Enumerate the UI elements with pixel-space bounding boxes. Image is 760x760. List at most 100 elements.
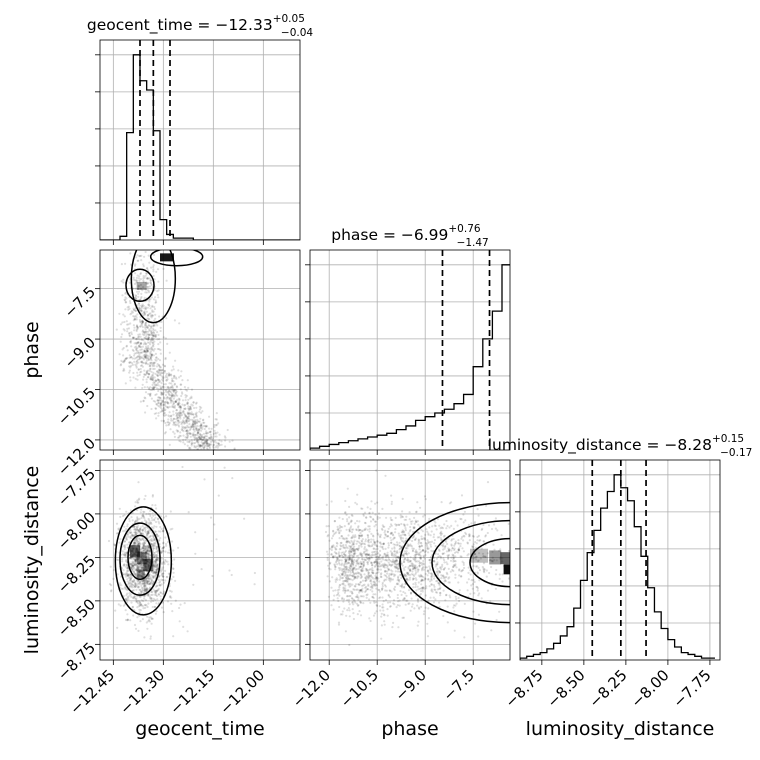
phase-vs-geocent-time-panel-sample-point: [146, 326, 149, 329]
lumdist-vs-phase-panel-sample-point: [403, 586, 406, 589]
lumdist-vs-geocent-time-panel-sample-point: [146, 581, 149, 584]
lumdist-vs-phase-panel-sample-point: [330, 553, 333, 556]
lumdist-vs-phase-panel-sample-point: [477, 594, 480, 597]
lumdist-vs-geocent-time-panel-ytick-label: −8.25: [54, 552, 99, 597]
lumdist-vs-phase-panel-sample-point: [422, 515, 425, 518]
lumdist-vs-geocent-time-panel-sample-point: [134, 558, 137, 561]
lumdist-vs-geocent-time-panel-sample-point: [145, 587, 148, 590]
phase-vs-geocent-time-panel-sample-point: [150, 354, 153, 357]
phase-vs-geocent-time-panel-sample-point: [147, 289, 150, 292]
lumdist-vs-geocent-time-panel-sample-point: [123, 553, 126, 556]
lumdist-vs-geocent-time-panel-sample-point: [137, 562, 140, 565]
geocent-time-histogram-step-line: [100, 54, 300, 240]
lumdist-vs-phase-panel-sample-point: [348, 530, 351, 533]
phase-vs-geocent-time-panel-sample-point: [132, 307, 135, 310]
phase-vs-geocent-time-panel-sample-point: [192, 428, 195, 431]
lumdist-vs-geocent-time-panel-sample-point: [155, 558, 158, 561]
phase-vs-geocent-time-panel-sample-point: [133, 264, 136, 267]
phase-vs-geocent-time-panel-sample-point: [201, 443, 205, 446]
lumdist-vs-geocent-time-panel-sample-point: [144, 599, 147, 602]
lumdist-vs-geocent-time-panel-sample-point: [146, 531, 150, 534]
lumdist-vs-geocent-time-panel-sample-point: [139, 538, 142, 542]
lumdist-vs-phase-panel-sample-point: [427, 540, 430, 543]
phase-vs-geocent-time-panel-sample-point: [121, 360, 124, 363]
lumdist-vs-phase-panel-sample-point: [350, 558, 353, 561]
phase-vs-geocent-time-panel-sample-point: [168, 411, 171, 414]
lumdist-vs-phase-panel-sample-point: [334, 589, 337, 592]
lumdist-vs-phase-panel-sample-point: [477, 514, 480, 517]
lumdist-vs-phase-panel-sample-point: [348, 609, 351, 612]
lumdist-vs-phase-panel-sample-point: [399, 590, 402, 593]
phase-vs-geocent-time-panel-sample-point: [144, 342, 147, 345]
lumdist-vs-geocent-time-panel-sample-point: [134, 573, 137, 576]
phase-vs-geocent-time-panel-sample-point: [224, 439, 227, 442]
lumdist-vs-phase-panel-sample-point: [468, 533, 471, 536]
lumdist-vs-phase-panel-sample-point: [328, 562, 331, 565]
lumdist-vs-phase-panel-sample-point: [430, 589, 433, 592]
phase-vs-geocent-time-panel-sample-point: [194, 420, 197, 423]
phase-vs-geocent-time-panel-ytick-label: −9.0: [61, 333, 99, 371]
lumdist-vs-geocent-time-panel-sample-point: [153, 556, 156, 559]
lumdist-vs-phase-panel-sample-point: [457, 548, 460, 551]
lumdist-vs-phase-panel-sample-point: [439, 532, 442, 535]
lumdist-vs-phase-panel-sample-point: [433, 524, 436, 527]
phase-vs-geocent-time-panel-sample-point: [150, 333, 153, 336]
lumdist-vs-phase-panel-sample-point: [390, 573, 393, 577]
lumdist-vs-phase-panel-sample-point: [330, 537, 334, 540]
phase-vs-geocent-time-panel-sample-point: [130, 356, 133, 359]
lumdist-vs-phase-panel-sample-point: [433, 585, 436, 588]
lumdist-vs-phase-panel-sample-point: [357, 528, 361, 531]
lumdist-vs-phase-panel-sample-point: [345, 559, 348, 562]
lumdist-vs-geocent-time-panel-sample-point: [139, 528, 142, 531]
lumdist-vs-geocent-time-panel-sample-point: [130, 568, 133, 571]
lumdist-vs-phase-panel-sample-point: [416, 624, 419, 627]
phase-histogram-plot-area: [310, 250, 510, 450]
lumdist-vs-geocent-time-panel-sample-point: [153, 593, 156, 596]
lumdist-vs-geocent-time-panel-sample-point: [135, 539, 138, 542]
lumdist-vs-phase-panel-sample-point: [361, 557, 364, 561]
lumdist-vs-phase-panel-sample-point: [370, 562, 373, 565]
lumdist-vs-phase-panel-sample-point: [357, 583, 360, 586]
phase-vs-geocent-time-panel-sample-point: [168, 382, 171, 385]
lumdist-vs-phase-panel-sample-point: [357, 547, 361, 550]
lumdist-vs-geocent-time-panel-sample-point: [125, 571, 128, 575]
lumdist-vs-geocent-time-panel-sample-point: [140, 553, 143, 556]
phase-vs-geocent-time-panel-sample-point: [149, 279, 152, 282]
lumdist-vs-geocent-time-panel-sample-point: [166, 560, 169, 563]
lumdist-vs-geocent-time-panel-sample-point: [147, 556, 151, 559]
lumdist-vs-phase-panel-sample-point: [363, 573, 366, 576]
lumdist-vs-phase-panel-sample-point: [441, 575, 444, 578]
phase-vs-geocent-time-panel-sample-point: [147, 336, 150, 339]
phase-vs-geocent-time-panel-sample-point: [170, 417, 173, 420]
lumdist-vs-geocent-time-panel-sample-point: [160, 574, 163, 577]
phase-vs-geocent-time-panel-sample-point: [153, 383, 156, 387]
lumdist-vs-phase-panel-sample-point: [462, 513, 465, 516]
phase-vs-geocent-time-panel-sample-point: [144, 355, 147, 358]
phase-vs-geocent-time-panel-sample-point: [133, 329, 136, 332]
phase-vs-geocent-time-panel-sample-point: [202, 446, 205, 449]
lumdist-vs-phase-panel-sample-point: [379, 565, 382, 568]
phase-vs-geocent-time-panel-sample-point: [185, 389, 189, 392]
lumdist-vs-phase-panel-sample-point: [375, 563, 378, 566]
lumdist-vs-phase-panel-sample-point: [417, 600, 420, 603]
lumdist-vs-geocent-time-panel-sample-point: [138, 588, 141, 592]
lumdist-vs-phase-panel-sample-point: [344, 584, 347, 587]
lumdist-vs-phase-panel-sample-point: [434, 521, 437, 524]
lumdist-vs-phase-panel-sample-point: [371, 590, 374, 593]
phase-vs-geocent-time-panel-sample-point: [208, 442, 211, 446]
lumdist-vs-phase-panel-sample-point: [355, 572, 358, 575]
lumdist-vs-phase-panel-sample-point: [473, 522, 476, 525]
phase-vs-geocent-time-panel-sample-point: [182, 421, 185, 424]
lumdist-vs-phase-panel-sample-point: [351, 569, 354, 572]
lumdist-vs-phase-panel-sample-point: [355, 528, 358, 531]
lumdist-vs-phase-panel-sample-point: [396, 582, 399, 585]
lumdist-vs-phase-panel-sample-point: [363, 547, 366, 551]
lumdist-vs-geocent-time-panel-sample-point: [134, 531, 137, 534]
lumdist-vs-geocent-time-panel-sample-point: [128, 594, 131, 597]
lumdist-vs-phase-panel-sample-point: [391, 551, 394, 555]
phase-vs-geocent-time-panel-sample-point: [198, 436, 201, 439]
phase-vs-geocent-time-panel-sample-point: [144, 324, 147, 327]
lumdist-vs-geocent-time-panel-contour: [119, 522, 161, 596]
phase-vs-geocent-time-panel-sample-point: [185, 420, 188, 423]
lumdist-vs-phase-panel-sample-point: [439, 555, 443, 559]
